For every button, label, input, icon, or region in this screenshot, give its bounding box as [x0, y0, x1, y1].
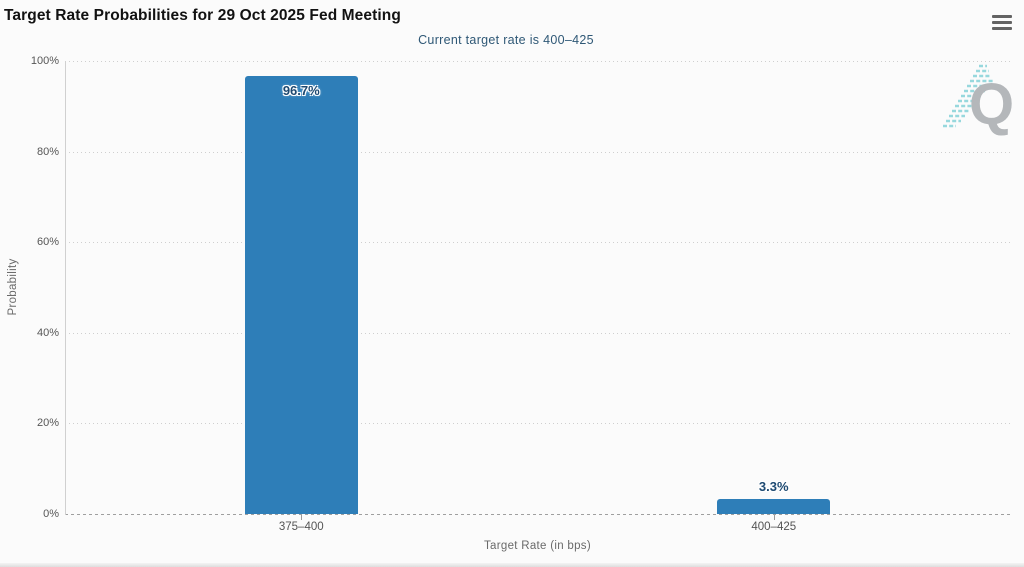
- chart-subtitle: Current target rate is 400–425: [418, 33, 594, 47]
- y-tick-label: 20%: [36, 417, 59, 430]
- watermark-q-logo: Q: [943, 64, 1014, 137]
- x-axis-line: [65, 514, 1010, 515]
- hamburger-icon: [992, 14, 1012, 30]
- chart-title: Target Rate Probabilities for 29 Oct 202…: [4, 7, 401, 24]
- x-tick-mark: [301, 515, 303, 520]
- grid-line: [65, 332, 1010, 334]
- y-tick-label: 60%: [36, 236, 59, 249]
- bar-value-label: 96.7%: [282, 82, 320, 98]
- y-tick-label: 40%: [36, 326, 59, 339]
- y-tick-label: 0%: [43, 508, 59, 520]
- x-tick-label: 375–400: [278, 521, 324, 533]
- y-tick-label: 80%: [36, 145, 59, 158]
- y-tick-label: 100%: [30, 55, 59, 67]
- y-axis-line: [65, 61, 66, 515]
- grid-line: [65, 61, 1010, 62]
- svg-text:Q: Q: [969, 72, 1014, 137]
- chart-context-menu-button[interactable]: [989, 9, 1015, 31]
- x-axis-title: Target Rate (in bps): [484, 540, 591, 552]
- x-tick-label: 400–425: [751, 521, 797, 533]
- page-bottom-edge: [0, 563, 1024, 567]
- x-tick-mark: [773, 515, 775, 520]
- grid-line: [65, 151, 1010, 153]
- grid-line: [65, 242, 1010, 244]
- y-axis-title: Probability: [7, 258, 19, 316]
- bar[interactable]: [244, 75, 358, 514]
- grid-line: [65, 423, 1010, 425]
- bar-value-label: 3.3%: [758, 479, 789, 495]
- bar[interactable]: [717, 499, 831, 514]
